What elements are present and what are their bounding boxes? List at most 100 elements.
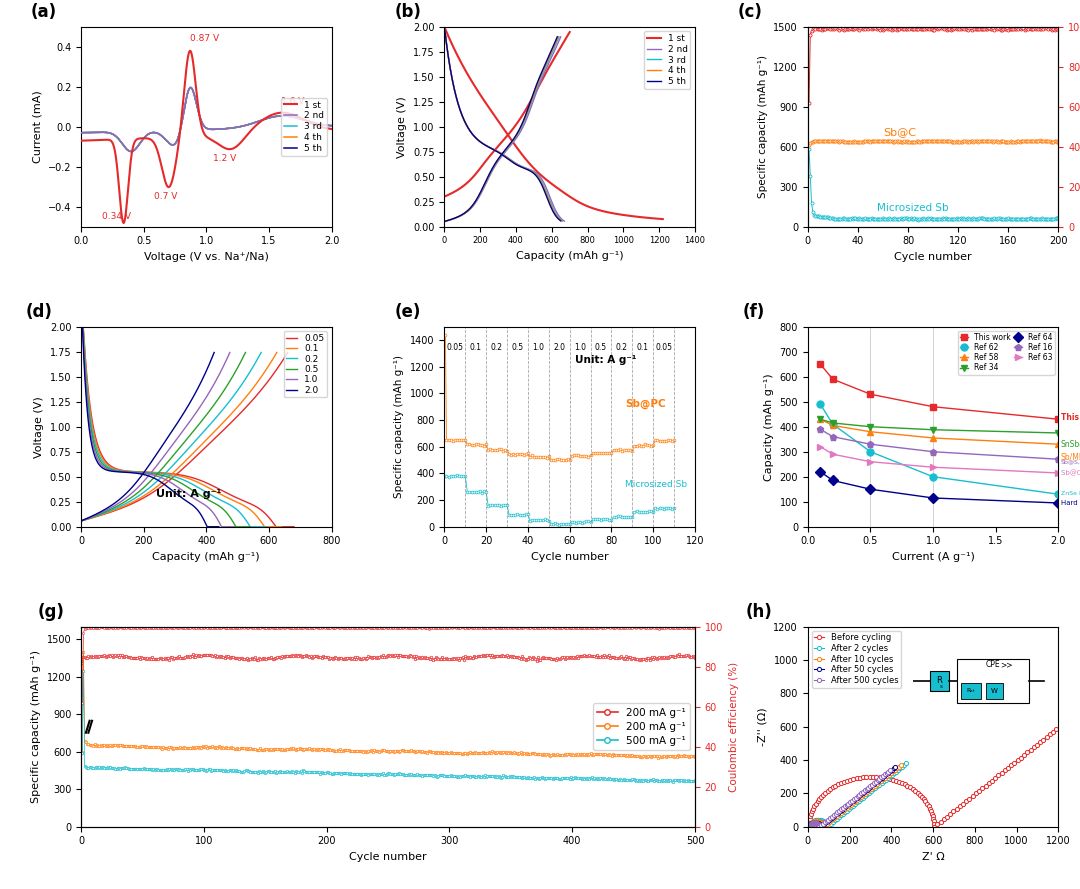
Text: 0.5: 0.5: [512, 342, 524, 352]
Text: 0.87 V: 0.87 V: [190, 34, 219, 43]
1 st: [437, 21, 450, 32]
2 nd: [546, 200, 559, 211]
This work: [1052, 414, 1065, 425]
Ref 62: [864, 446, 877, 457]
Line: After 10 cycles: After 10 cycles: [808, 763, 903, 829]
Line: 0.1: 0.1: [81, 326, 282, 526]
Ref 34: [864, 421, 877, 432]
1 st: [542, 176, 555, 187]
Text: Sb@C: Sb@C: [883, 127, 916, 137]
Ref 64: [864, 484, 877, 494]
0.1: [220, 493, 233, 503]
Line: 1 st: 1 st: [444, 27, 663, 219]
Text: ZnSe NP@NHC: ZnSe NP@NHC: [1061, 491, 1080, 495]
Ref 63: [927, 462, 940, 473]
Before cycling: [802, 821, 815, 832]
1 st: [247, 123, 260, 133]
5 th: [185, 82, 198, 92]
4 th: [537, 181, 550, 192]
After 50 cycles: [804, 821, 816, 832]
Line: 3 rd: 3 rd: [81, 87, 332, 151]
Line: 3 rd: 3 rd: [444, 27, 563, 221]
Text: SnSb@N-PG: SnSb@N-PG: [1061, 439, 1080, 448]
2 nd: [75, 127, 87, 138]
Line: Ref 34: Ref 34: [816, 416, 1062, 436]
Line: 5 th: 5 th: [444, 27, 561, 220]
Text: (c): (c): [738, 3, 762, 20]
Ref 16: [1052, 454, 1065, 465]
Ref 58: [814, 414, 827, 425]
5 th: [325, 120, 338, 131]
After 500 cycles: [869, 776, 882, 787]
2 nd: [438, 25, 451, 36]
1 st: [100, 134, 113, 145]
0.5: [230, 521, 243, 532]
Text: 1.6 V: 1.6 V: [282, 97, 305, 106]
4 th: [185, 82, 198, 92]
5 th: [176, 113, 189, 124]
Y-axis label: Voltage (V): Voltage (V): [397, 96, 407, 157]
3 rd: [325, 120, 338, 131]
4 th: [544, 199, 557, 210]
3 rd: [75, 127, 87, 138]
0.2: [208, 492, 221, 502]
Ref 16: [826, 431, 839, 442]
Line: Ref 62: Ref 62: [816, 401, 1062, 498]
Before cycling: [866, 772, 879, 782]
0.2: [135, 467, 148, 477]
After 2 cycles: [900, 758, 913, 769]
1.0: [186, 492, 199, 502]
Ref 63: [864, 456, 877, 467]
After 500 cycles: [807, 818, 820, 829]
4 th: [508, 157, 521, 168]
1 st: [651, 213, 664, 224]
0.05: [144, 467, 157, 477]
Line: 1 st: 1 st: [81, 51, 332, 223]
Line: Ref 64: Ref 64: [816, 469, 1062, 507]
Y-axis label: Current (mA): Current (mA): [32, 91, 42, 163]
0.05: [208, 482, 221, 493]
Line: 1.0: 1.0: [81, 326, 234, 526]
4 th: [186, 84, 199, 94]
0.5: [197, 492, 210, 502]
1 st: [556, 187, 569, 197]
0.05: [100, 457, 113, 468]
Ref 62: [814, 399, 827, 410]
2.0: [174, 492, 187, 502]
This work: [864, 388, 877, 399]
4 th: [437, 21, 450, 32]
After 2 cycles: [820, 821, 833, 832]
5 th: [507, 157, 519, 168]
Legend: 1 st, 2 nd, 3 rd, 4 th, 5 th: 1 st, 2 nd, 3 rd, 4 th, 5 th: [281, 98, 327, 156]
After 50 cycles: [806, 818, 819, 829]
Text: Unit: A g⁻¹: Unit: A g⁻¹: [575, 355, 636, 364]
After 50 cycles: [879, 769, 892, 780]
X-axis label: Capacity (mAh g⁻¹): Capacity (mAh g⁻¹): [152, 552, 260, 562]
X-axis label: Z' Ω: Z' Ω: [921, 852, 945, 862]
4 th: [100, 127, 113, 138]
5 th: [508, 157, 521, 168]
X-axis label: Cycle number: Cycle number: [894, 252, 972, 262]
Ref 64: [826, 475, 839, 485]
Line: 2.0: 2.0: [81, 326, 219, 526]
Ref 64: [1052, 498, 1065, 509]
2 nd: [509, 157, 522, 168]
X-axis label: Voltage (V vs. Na⁺/Na): Voltage (V vs. Na⁺/Na): [144, 252, 269, 262]
After 2 cycles: [809, 815, 822, 826]
0.1: [219, 492, 232, 502]
Ref 63: [826, 449, 839, 460]
1.0: [228, 521, 241, 532]
3 rd: [510, 159, 523, 170]
Text: (g): (g): [38, 603, 65, 621]
1.0: [75, 321, 87, 332]
3 rd: [438, 25, 451, 36]
This work: [814, 359, 827, 370]
5 th: [75, 127, 87, 138]
3 rd: [185, 82, 198, 92]
Text: 0.2: 0.2: [616, 342, 627, 352]
After 500 cycles: [883, 765, 896, 775]
Line: 0.5: 0.5: [81, 326, 251, 526]
After 50 cycles: [807, 818, 820, 829]
3 rd: [100, 127, 113, 138]
1.0: [215, 521, 228, 532]
